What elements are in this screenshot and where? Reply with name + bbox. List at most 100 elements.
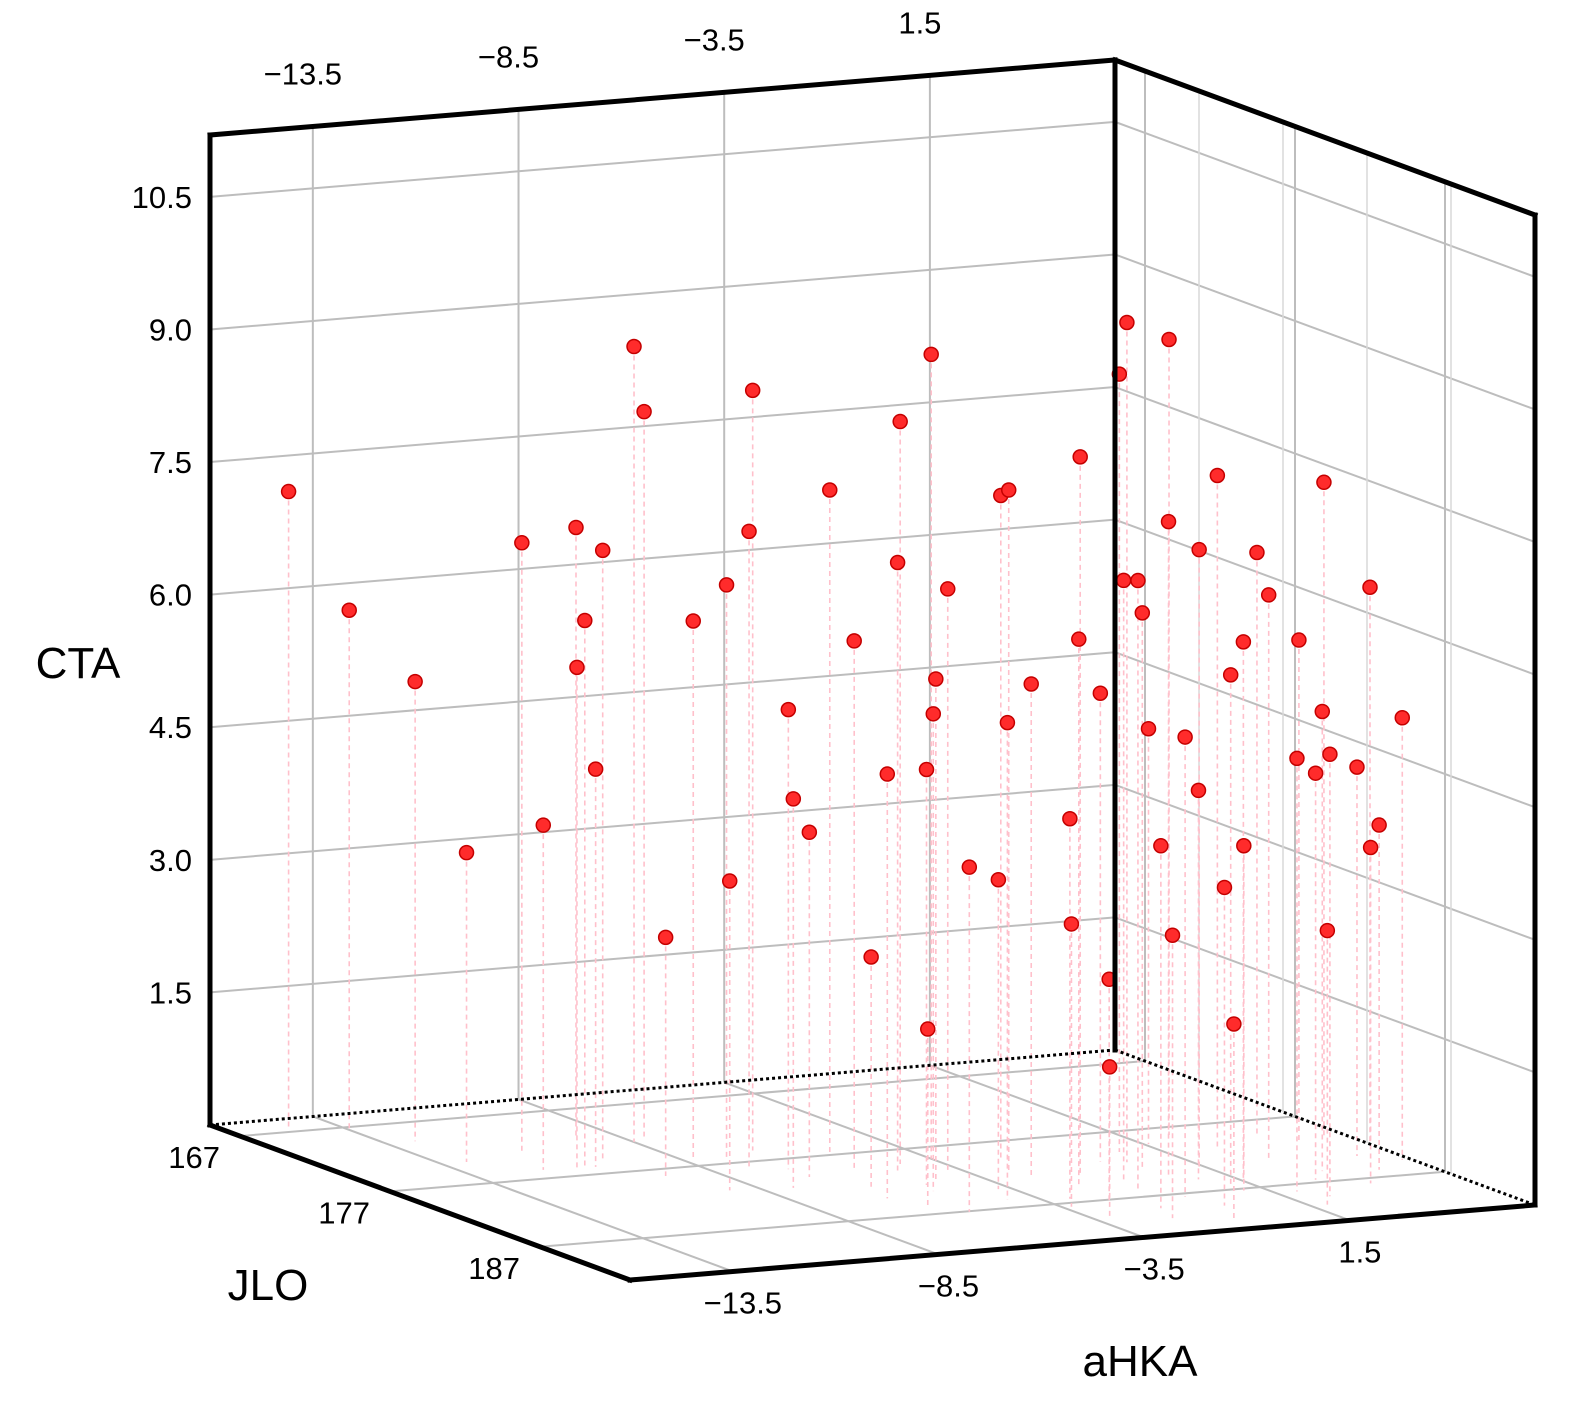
grid-line-z-back [209,253,1116,331]
grid-line-z-side [1114,783,1536,941]
frame-edge-hidden [1114,1048,1536,1207]
data-point [785,791,802,807]
data-point [1226,1016,1242,1032]
z-tick-label: 7.5 [149,445,192,480]
grid-line-z-side [1114,120,1536,278]
y-axis-label: JLO [228,1261,309,1310]
data-point [1314,703,1331,720]
data-point [918,761,935,778]
data-point [341,602,357,618]
data-point [1289,750,1305,767]
data-point [1236,838,1252,854]
data-point [718,577,735,593]
data-point [863,949,879,965]
data-point [577,612,593,629]
data-point [1222,667,1239,683]
grid-line-z-side [1114,651,1536,809]
data-point [514,535,530,551]
data-point [1062,810,1078,827]
data-point [535,817,552,833]
grid-line-x-floor [518,1098,939,1256]
grid-line-z-side [1114,253,1536,411]
data-point [1322,746,1338,763]
grid-line-z-back [209,916,1116,994]
tick-labels: 1.5 3.0 4.5 6.0 7.5 9.0 10.5 −13.5 −8.5 −3.5 1.5 −1… [132,5,1382,1320]
cube-frame [206,56,1539,1284]
data-point [780,701,797,718]
data-point [1092,685,1109,701]
stem-lines [287,322,1404,1219]
z-axis-label: CTA [36,639,121,688]
grid-line-x-floor [723,1081,1145,1239]
data-point [990,872,1007,888]
data-point [928,671,944,687]
data-point [1307,765,1324,781]
data-point [1394,710,1411,726]
data-point [801,824,818,841]
data-point [1249,544,1265,561]
data-point [879,766,896,782]
data-point [1177,729,1193,745]
x-tick-label-bottom: 1.5 [1338,1234,1381,1269]
data-point [1160,513,1177,530]
data-point [1161,331,1177,348]
grid-line-y-floor [539,1170,1446,1248]
data-point [1063,916,1080,932]
data-point [1134,605,1151,621]
data-point [1140,720,1157,737]
grid-line-y-floor [389,1115,1296,1193]
z-tick-label: 6.0 [149,578,192,613]
data-point [923,346,939,363]
data-point [920,1021,936,1037]
data-point [1023,676,1039,692]
data-point [1119,314,1135,331]
data-point [1072,449,1088,465]
grid-line-z-side [1114,386,1536,543]
z-tick-label: 1.5 [149,975,192,1010]
x-tick-label-top: −13.5 [264,56,342,91]
data-point [721,873,738,889]
x-tick-label-top: −3.5 [684,22,745,57]
data-point [1291,632,1307,648]
x-tick-label-top: 1.5 [898,5,941,40]
data-point [1235,634,1252,650]
data-point [1216,879,1233,896]
x-tick-label-bottom: −13.5 [704,1285,782,1320]
z-tick-label: 3.0 [149,843,192,878]
data-point [1260,587,1277,603]
data-point [940,581,956,597]
data-point [822,482,838,498]
x-tick-label-bottom: −8.5 [918,1268,979,1303]
data-point [889,554,906,571]
frame-edge [206,1121,634,1284]
x-tick-label-top: −8.5 [478,39,539,74]
data-point [1362,839,1379,856]
grid-line-z-back [209,518,1116,596]
y-tick-label: 177 [318,1195,370,1230]
z-tick-label: 4.5 [149,710,192,745]
data-point [1371,817,1387,833]
data-point [892,413,908,430]
grid-lines [209,71,1536,1273]
data-point [1115,572,1132,589]
grid-line-z-side [1114,916,1536,1074]
y-tick-label: 187 [468,1251,520,1286]
grid-line-x-floor [312,1115,734,1273]
data-point [568,519,584,536]
data-point [594,542,611,559]
data-point [741,523,757,540]
data-point [280,483,297,500]
data-point [1153,838,1169,854]
grid-line-z-back [209,120,1116,198]
data-point [999,714,1016,731]
data-point [636,403,652,420]
grid-line-z-side [1114,518,1536,676]
frame-edge [627,1202,1538,1283]
data-point [1164,927,1181,943]
grid-line-x-floor [929,1064,1351,1222]
data-point [1191,541,1207,558]
grid-line-z-back [209,386,1116,464]
data-point [1209,467,1226,484]
data-point [1316,474,1332,491]
